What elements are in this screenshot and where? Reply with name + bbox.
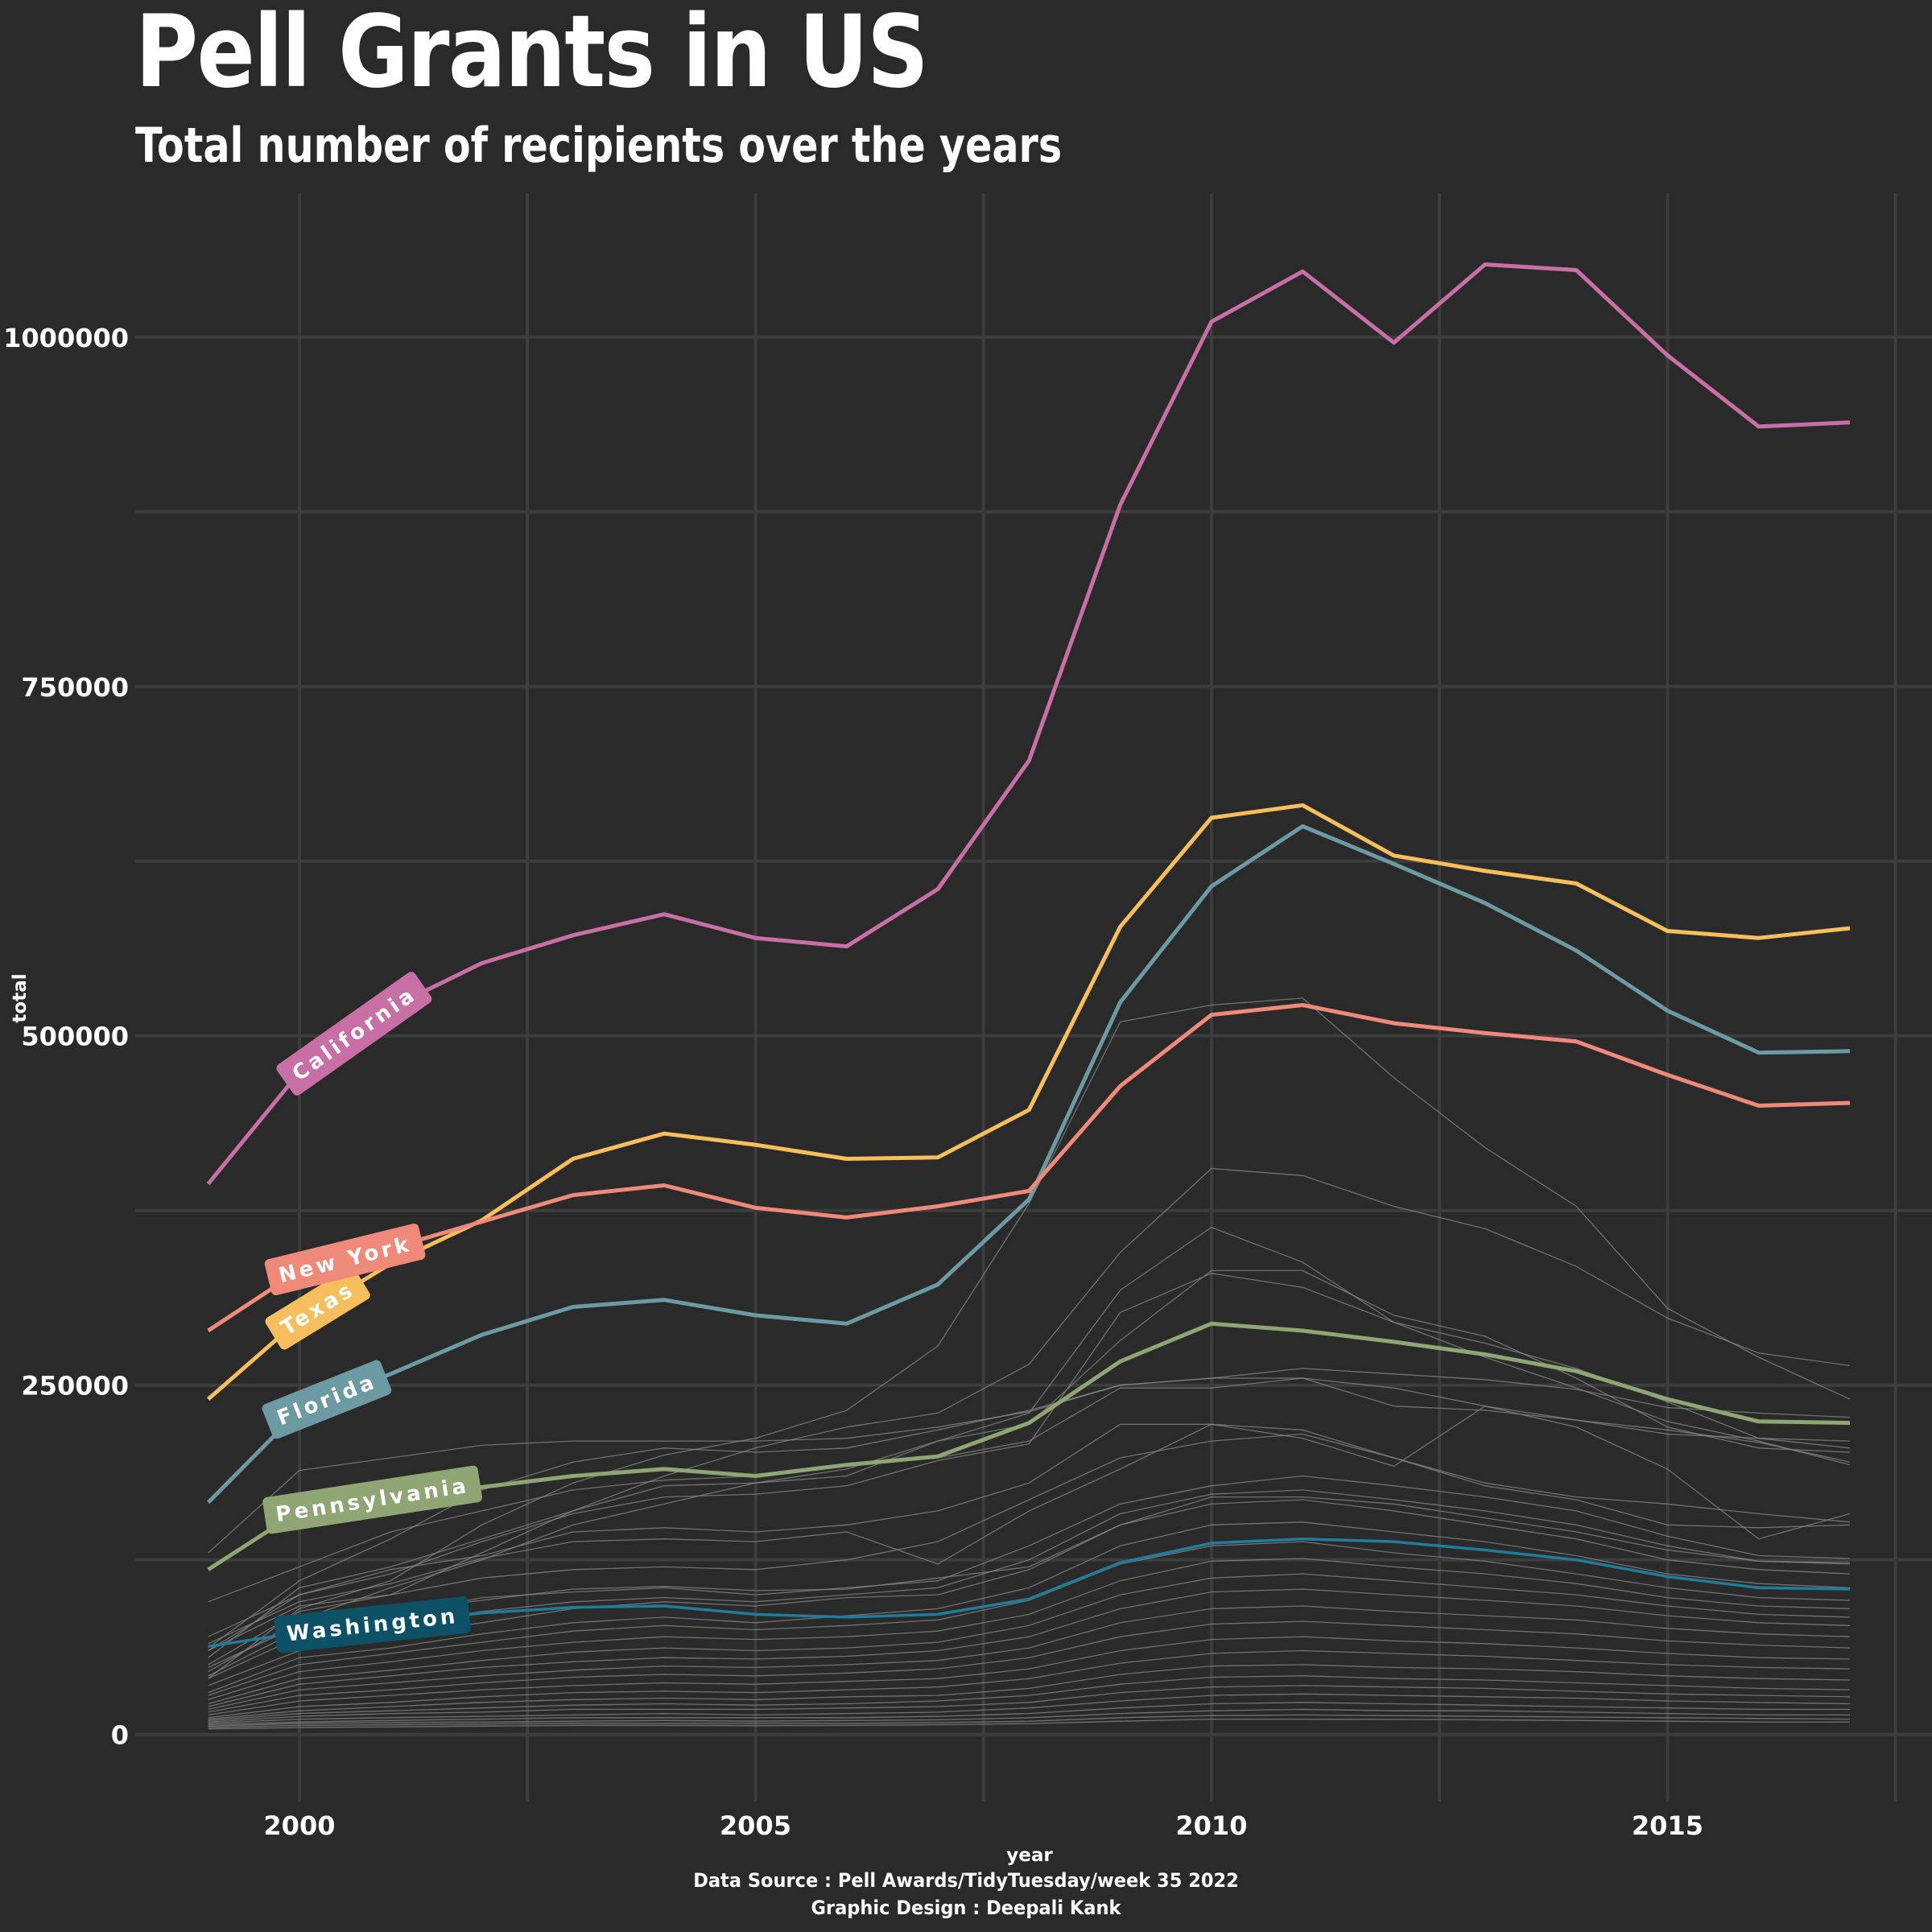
x-axis-title: year — [1006, 1845, 1053, 1866]
other-state-line — [208, 1693, 1851, 1724]
highlighted-states-lines — [206, 262, 1851, 1649]
y-axis-ticks: 0 250000 500000 750000 1000000 — [3, 323, 129, 1751]
other-states-lines — [208, 997, 1851, 1730]
state-label-washington: Washington — [274, 1596, 471, 1653]
y-tick-label: 750000 — [21, 672, 129, 703]
other-state-line — [208, 1573, 1851, 1705]
state-label-box — [276, 972, 432, 1096]
other-state-line — [208, 1499, 1851, 1686]
other-state-line — [208, 1406, 1851, 1637]
state-label-box — [265, 1266, 370, 1350]
other-state-line — [208, 1226, 1851, 1673]
state-label-box — [262, 1465, 482, 1534]
x-tick-label: 2005 — [720, 1810, 791, 1841]
state-label-box — [274, 1596, 471, 1653]
series-line-texas — [206, 803, 1851, 1401]
y-tick-label: 250000 — [21, 1371, 129, 1402]
x-tick-label: 2000 — [263, 1810, 335, 1841]
y-tick-label: 0 — [111, 1720, 129, 1751]
chart-title: Pell Grants in US — [135, 0, 929, 110]
state-label-box — [264, 1223, 426, 1296]
other-state-line — [208, 1433, 1851, 1652]
other-state-line — [208, 1620, 1851, 1713]
y-axis-title: total — [10, 973, 31, 1022]
y-tick-label: 500000 — [21, 1022, 129, 1052]
other-state-line — [208, 1708, 1850, 1727]
state-label-box — [262, 1360, 392, 1439]
other-state-line — [208, 1702, 1850, 1726]
other-state-line — [208, 1167, 1851, 1666]
x-axis-ticks: 2000 2005 2010 2015 — [263, 1810, 1703, 1841]
other-state-line — [208, 1649, 1851, 1719]
other-state-line — [208, 1636, 1851, 1716]
caption-design: Graphic Design : Deepali Kank — [811, 1897, 1121, 1919]
other-state-line — [208, 1273, 1851, 1652]
other-state-line — [208, 997, 1851, 1679]
other-state-line — [208, 1368, 1851, 1554]
other-state-line — [208, 1605, 1851, 1711]
x-tick-label: 2015 — [1632, 1810, 1703, 1841]
series-line-florida — [206, 824, 1851, 1505]
series-line-california — [206, 262, 1851, 1186]
y-tick-label: 1000000 — [3, 323, 129, 353]
other-state-line — [208, 1496, 1851, 1677]
series-line-pennsylvania — [207, 1321, 1851, 1571]
other-state-line — [208, 1521, 1851, 1694]
grid-lines — [135, 193, 1932, 1802]
other-state-line — [208, 1377, 1851, 1649]
other-state-line — [208, 1558, 1851, 1700]
other-state-line — [208, 1664, 1851, 1720]
series-line-washington — [208, 1537, 1851, 1649]
other-state-line — [208, 1588, 1851, 1707]
other-state-line — [208, 1714, 1851, 1728]
caption-source: Data Source : Pell Awards/TidyTuesday/we… — [693, 1869, 1239, 1892]
other-state-line — [208, 1718, 1850, 1730]
state-label-florida: Florida — [262, 1360, 392, 1439]
other-state-line — [208, 1475, 1851, 1668]
chart-subtitle: Total number of recipients over the year… — [135, 118, 1063, 174]
other-state-line — [208, 1675, 1851, 1721]
other-state-line — [208, 1423, 1851, 1645]
other-state-line — [208, 1685, 1851, 1723]
other-state-line — [208, 1489, 1851, 1679]
series-line-new-york — [207, 1003, 1851, 1333]
x-tick-label: 2010 — [1175, 1810, 1247, 1841]
state-label-pennsylvania: Pennsylvania — [262, 1465, 482, 1534]
